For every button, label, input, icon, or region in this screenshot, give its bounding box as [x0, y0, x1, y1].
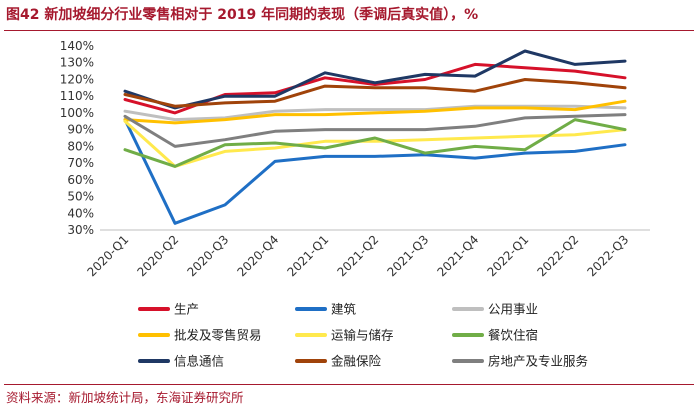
legend-label: 房地产及专业服务	[488, 354, 588, 369]
y-tick-label: 100%	[60, 106, 94, 120]
x-tick-label: 2022-Q3	[584, 232, 631, 279]
y-tick-label: 40%	[67, 206, 94, 220]
legend-label: 批发及零售贸易	[174, 328, 262, 343]
y-tick-label: 70%	[67, 156, 94, 170]
y-tick-label: 130%	[60, 56, 94, 70]
legend-label: 建筑	[331, 302, 357, 317]
series-line	[123, 78, 627, 108]
series-line	[123, 99, 627, 125]
y-tick-label: 140%	[60, 39, 94, 53]
x-tick-label: 2021-Q4	[434, 232, 481, 279]
source-rule	[4, 384, 694, 385]
y-tick-label: 80%	[67, 139, 94, 153]
x-tick-label: 2020-Q3	[184, 232, 231, 279]
x-tick-label: 2022-Q1	[484, 232, 531, 279]
x-tick-label: 2020-Q2	[134, 232, 181, 279]
legend-label: 信息通信	[174, 354, 224, 369]
series-line	[123, 49, 627, 110]
legend-label: 餐饮住宿	[488, 328, 538, 343]
y-tick-label: 90%	[67, 123, 94, 137]
chart-title: 图42 新加坡细分行业零售相对于 2019 年同期的表现（季调后真实值），%	[6, 7, 479, 23]
y-tick-label: 60%	[67, 173, 94, 187]
x-tick-label: 2021-Q1	[284, 232, 331, 279]
series-line	[123, 119, 627, 168]
legend-label: 运输与储存	[331, 328, 394, 343]
y-tick-label: 110%	[60, 89, 94, 103]
source-note: 资料来源：新加坡统计局，东海证券研究所	[6, 390, 244, 405]
x-tick-label: 2021-Q2	[334, 232, 381, 279]
y-tick-label: 120%	[60, 72, 94, 86]
series-line	[123, 113, 627, 148]
title-rule	[4, 30, 694, 31]
x-tick-label: 2022-Q2	[534, 232, 581, 279]
y-tick-label: 50%	[67, 190, 94, 204]
legend-label: 生产	[174, 302, 199, 317]
x-tick-label: 2020-Q1	[84, 232, 131, 279]
x-tick-label: 2021-Q3	[384, 232, 431, 279]
x-tick-label: 2020-Q4	[234, 232, 281, 279]
series-line	[123, 118, 627, 225]
legend-label: 公用事业	[488, 302, 538, 317]
legend-label: 金融保险	[331, 354, 382, 369]
y-tick-label: 30%	[67, 223, 94, 237]
series-line	[123, 118, 627, 168]
series-line	[123, 104, 627, 122]
